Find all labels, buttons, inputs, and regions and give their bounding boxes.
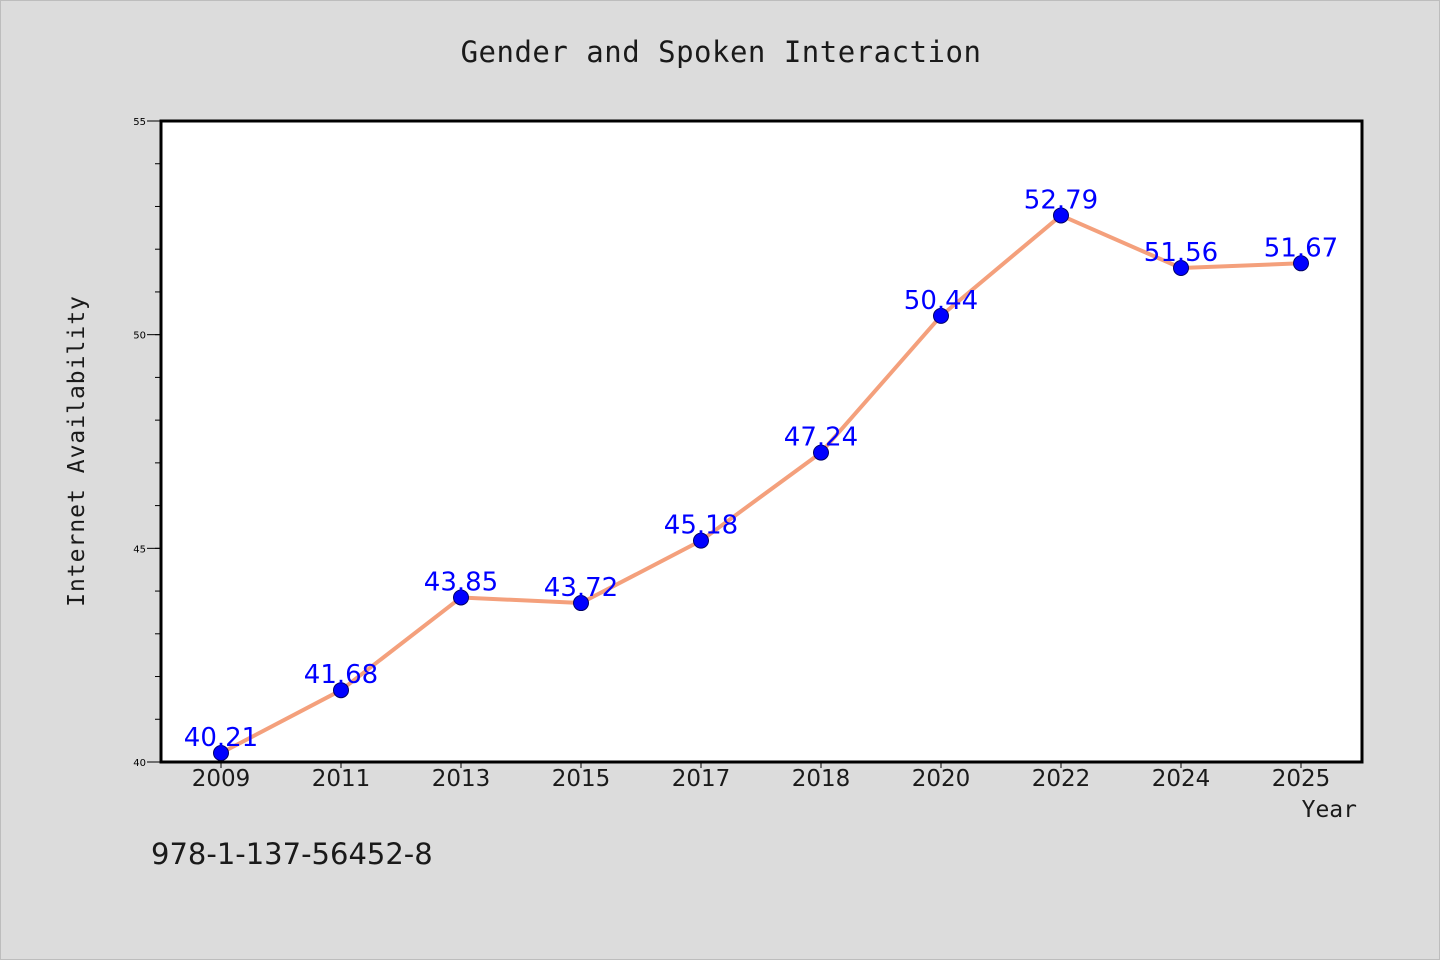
data-point: [693, 532, 709, 549]
data-label: 50.44: [904, 286, 978, 316]
isbn-text: 978-1-137-56452-8: [151, 837, 433, 871]
x-axis-label: Year: [1301, 797, 1357, 823]
x-tick-label: 2015: [552, 766, 611, 792]
chart-title: Gender and Spoken Interaction: [460, 35, 982, 69]
x-tick-label: 2022: [1032, 766, 1091, 792]
x-tick-label: 2018: [792, 766, 851, 792]
x-tick-label: 2011: [312, 766, 371, 792]
x-tick-label: 2025: [1272, 766, 1331, 792]
x-tick-label: 2020: [912, 766, 971, 792]
data-point: [933, 307, 949, 324]
data-label: 47.24: [784, 423, 858, 453]
x-tick-label: 2013: [432, 766, 491, 792]
y-tick-label: 45: [133, 544, 146, 555]
data-label: 40.21: [184, 723, 258, 753]
data-label: 41.68: [304, 660, 378, 690]
data-point: [1053, 207, 1069, 224]
x-tick-label: 2017: [672, 766, 731, 792]
data-point: [333, 682, 349, 699]
plot-frame: [159, 119, 1364, 764]
series-line: [219, 213, 1303, 756]
y-tick-label: 50: [133, 331, 146, 342]
data-point: [453, 589, 469, 606]
y-tick-label: 40: [133, 758, 146, 769]
data-point: [573, 595, 589, 612]
plot-area: [161, 121, 1362, 762]
data-point: [1173, 260, 1189, 277]
data-point: [1293, 255, 1309, 272]
x-tick-label: 2024: [1152, 766, 1211, 792]
data-label: 43.72: [544, 573, 618, 603]
data-label: 52.79: [1024, 185, 1098, 215]
data-label: 51.56: [1144, 238, 1218, 268]
x-tick-label: 2009: [192, 766, 251, 792]
data-label: 43.85: [424, 567, 498, 597]
data-label: 45.18: [664, 511, 738, 541]
data-label: 51.67: [1264, 233, 1338, 263]
y-tick-label: 55: [133, 117, 146, 128]
data-point: [813, 444, 829, 461]
